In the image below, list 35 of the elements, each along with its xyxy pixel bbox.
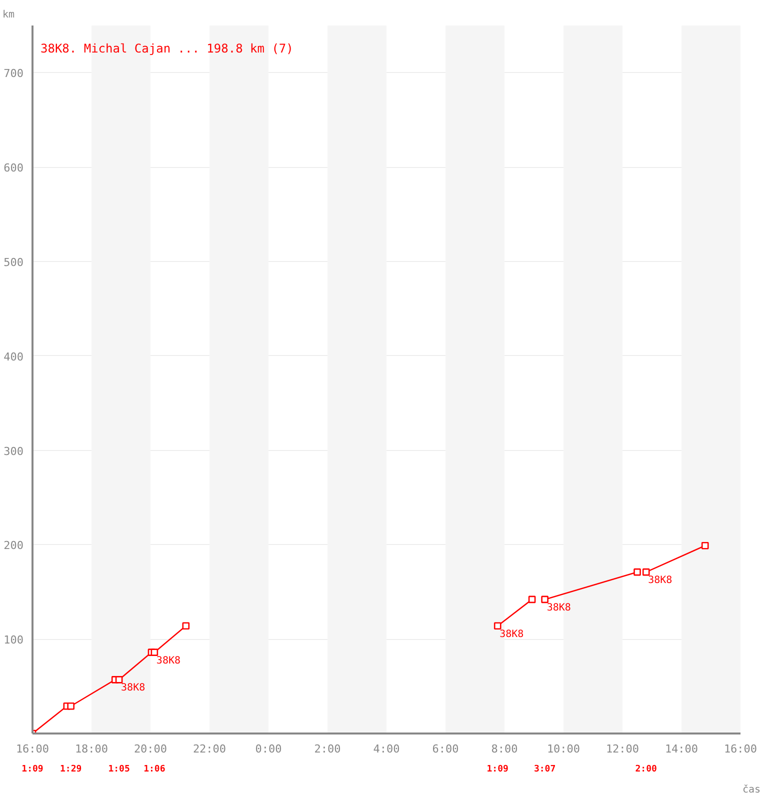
- x-tick-label: 10:00: [546, 742, 580, 756]
- x-tick-label: 22:00: [192, 742, 226, 756]
- y-tick-label: 200: [4, 539, 24, 552]
- annotation: 38K8: [156, 655, 181, 666]
- x-tick-label: 2:00: [314, 742, 341, 756]
- text: 38K8. Michal Cajan ... 198.8 km (7): [40, 42, 294, 56]
- x-tick-label: 0:00: [255, 742, 282, 756]
- y-tick-label: 100: [4, 634, 24, 647]
- annotation: 38K8: [121, 682, 146, 694]
- text: 1:05: [108, 764, 130, 774]
- annotation: 38K8: [648, 575, 672, 586]
- x-tick-label: 6:00: [432, 742, 459, 756]
- text: 1:09: [22, 764, 44, 774]
- x-tick-label: 16:00: [724, 742, 758, 756]
- x-tick-label: 12:00: [606, 742, 640, 756]
- annotation: 38K8: [500, 628, 524, 640]
- text: 2:00: [635, 764, 657, 774]
- text: 3:07: [534, 764, 556, 774]
- y-tick-label: 400: [4, 350, 24, 364]
- text: 1:09: [486, 764, 508, 774]
- x-tick-label: 14:00: [664, 742, 698, 756]
- annotation: 38K8: [546, 602, 571, 614]
- x-tick-label: 16:00: [16, 742, 50, 756]
- x-tick-label: 8:00: [491, 742, 518, 756]
- y-tick-label: 500: [4, 256, 24, 269]
- y-tick-label: 700: [4, 67, 24, 80]
- text: 1:29: [60, 764, 82, 774]
- text: 1:06: [144, 764, 166, 774]
- y-axis-title: km: [2, 10, 15, 20]
- x-axis-title: čas: [742, 784, 760, 796]
- x-tick-label: 18:00: [74, 742, 108, 756]
- x-tick-label: 20:00: [134, 742, 168, 756]
- x-tick-label: 4:00: [373, 742, 400, 756]
- y-tick-label: 600: [4, 162, 24, 175]
- y-tick-label: 300: [4, 444, 24, 458]
